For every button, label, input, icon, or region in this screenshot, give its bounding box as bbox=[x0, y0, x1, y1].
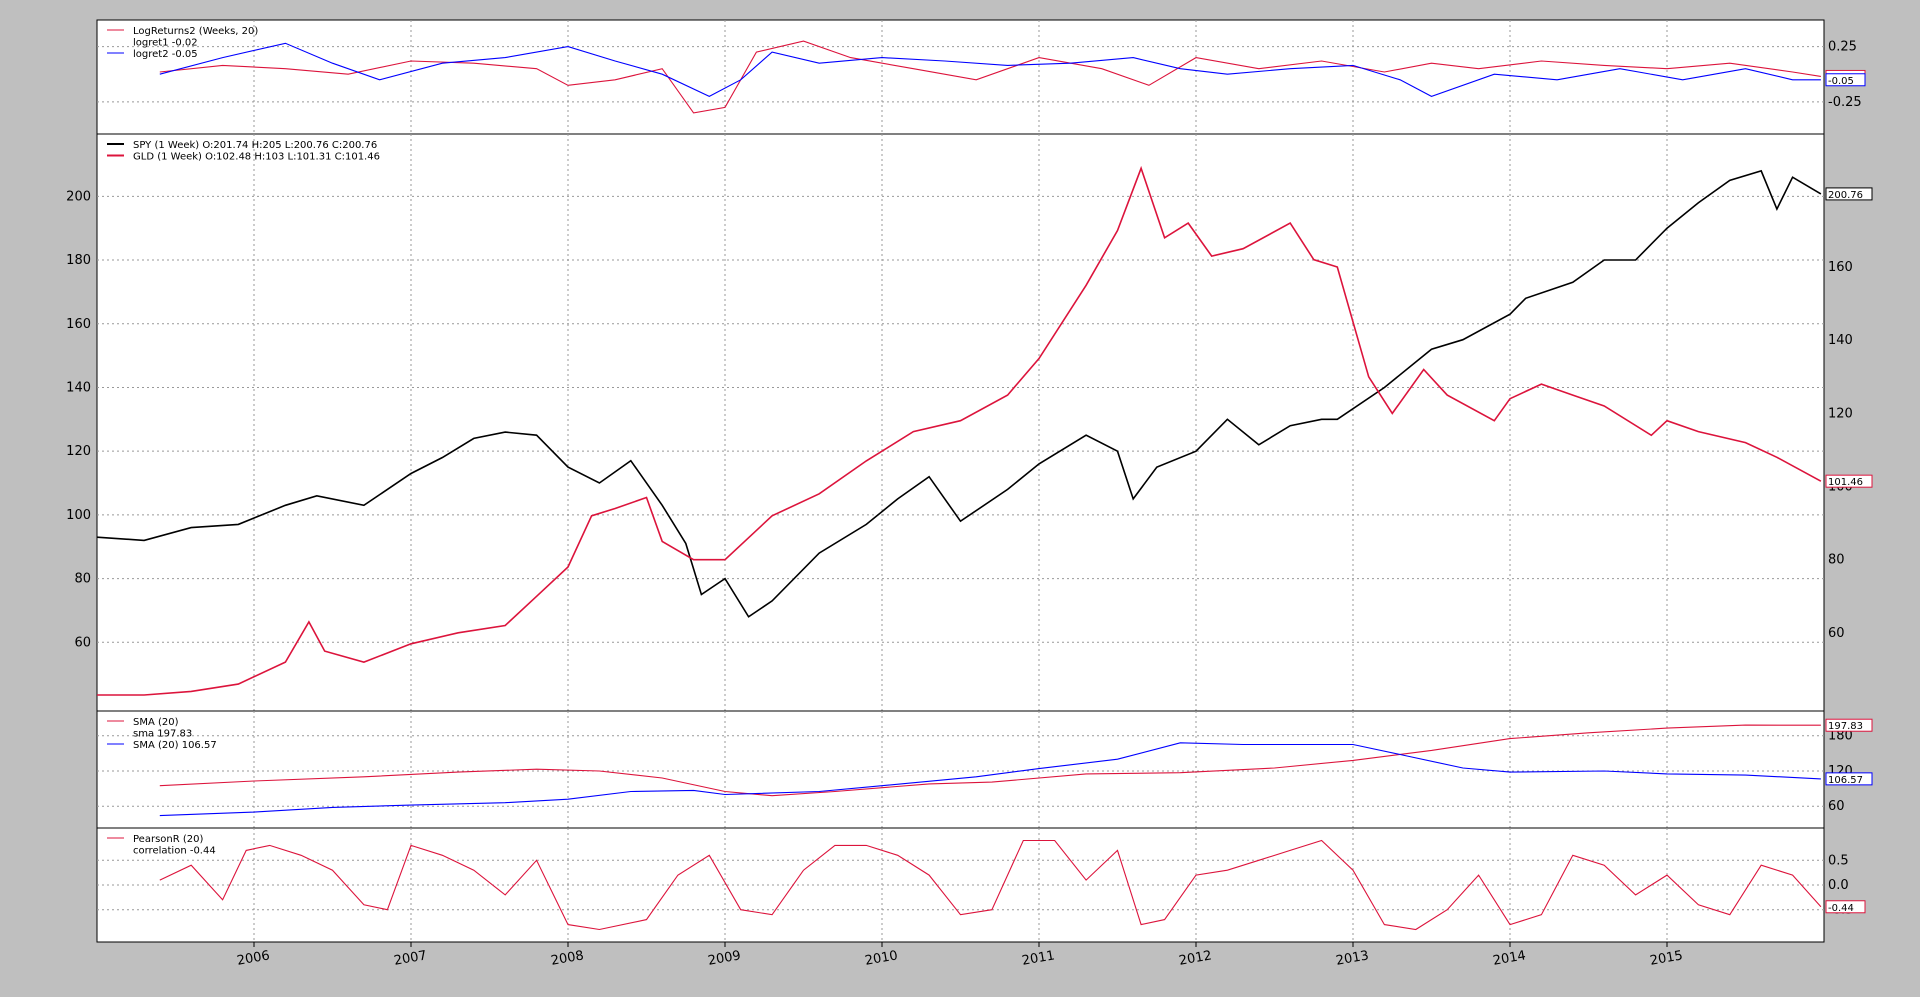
last-value-box bbox=[1825, 718, 1873, 732]
last-value-label: 101.46 bbox=[1828, 477, 1863, 488]
legend-label: logret1 -0.02 bbox=[133, 38, 198, 49]
x-tick-label: 2007 bbox=[393, 948, 428, 969]
series-line-logret2 bbox=[159, 42, 1821, 98]
y-tick-label: 80 bbox=[74, 572, 91, 587]
legend-label: SMA (20) bbox=[133, 717, 179, 728]
x-tick-label: 2015 bbox=[1649, 948, 1684, 969]
last-value-label: 106.57 bbox=[1828, 775, 1863, 786]
x-tick-label: 2012 bbox=[1178, 948, 1213, 969]
series-line-logret1 bbox=[159, 40, 1821, 114]
legend-label: SPY (1 Week) O:201.74 H:205 L:200.76 C:2… bbox=[133, 140, 377, 151]
last-value-label: 197.83 bbox=[1828, 721, 1863, 732]
series-line-gld bbox=[97, 165, 1822, 696]
y-tick-label: 160 bbox=[66, 317, 91, 332]
x-tick-label: 2009 bbox=[707, 948, 742, 969]
panel-prices: 2001801601401201008060180160140120100806… bbox=[66, 133, 1873, 712]
legend-label: sma 197.83 bbox=[133, 729, 192, 740]
y-tick-label: 180 bbox=[1828, 729, 1853, 744]
legend-label: PearsonR (20) bbox=[133, 834, 203, 845]
legend-label: logret2 -0.05 bbox=[133, 49, 198, 60]
x-tick-label: 2010 bbox=[864, 948, 899, 969]
x-tick-label: 2013 bbox=[1335, 948, 1370, 969]
last-value-box bbox=[1825, 900, 1866, 914]
series-line-sma bbox=[159, 724, 1821, 797]
last-value-box bbox=[1825, 474, 1873, 488]
series-line-correlation bbox=[159, 839, 1822, 931]
y-tick-label: 140 bbox=[66, 380, 91, 395]
y-tick-label: 100 bbox=[66, 508, 91, 523]
y-tick-label-right: 120 bbox=[1828, 406, 1853, 421]
legend-label: GLD (1 Week) O:102.48 H:103 L:101.31 C:1… bbox=[133, 152, 380, 163]
y-tick-label: 0.5 bbox=[1828, 853, 1849, 868]
y-tick-label: 180 bbox=[66, 253, 91, 268]
y-tick-label: 60 bbox=[1828, 799, 1845, 814]
panel-frame bbox=[96, 827, 1825, 943]
legend-label: SMA (20) 106.57 bbox=[133, 740, 217, 751]
y-tick-label: 0.0 bbox=[1828, 878, 1849, 893]
series-line-spy bbox=[96, 169, 1822, 618]
y-tick-label: 200 bbox=[66, 189, 91, 204]
x-tick-label: 2006 bbox=[236, 948, 271, 969]
panel-frame bbox=[96, 133, 1825, 712]
last-value-label: 200.76 bbox=[1828, 190, 1863, 201]
last-value-label: -0.44 bbox=[1828, 903, 1854, 914]
y-tick-label-right: 60 bbox=[1828, 626, 1845, 641]
last-value-label: -0.05 bbox=[1828, 76, 1854, 87]
y-tick-label: 0.25 bbox=[1828, 40, 1857, 55]
last-value-box bbox=[1825, 73, 1866, 87]
y-tick-label: -0.25 bbox=[1828, 95, 1862, 110]
x-tick-label: 2008 bbox=[550, 948, 585, 969]
y-tick-label-right: 80 bbox=[1828, 553, 1845, 568]
legend-label: LogReturns2 (Weeks, 20) bbox=[133, 26, 258, 37]
x-tick-label: 2011 bbox=[1021, 948, 1056, 969]
series-line-sma-20- bbox=[159, 742, 1821, 817]
y-tick-label: 60 bbox=[74, 635, 91, 650]
x-tick-label: 2014 bbox=[1492, 948, 1527, 969]
last-value-box bbox=[1825, 772, 1873, 786]
y-tick-label: 120 bbox=[66, 444, 91, 459]
legend-label: correlation -0.44 bbox=[133, 846, 216, 857]
y-tick-label-right: 160 bbox=[1828, 260, 1853, 275]
last-value-box bbox=[1825, 187, 1873, 201]
panel-frame bbox=[96, 710, 1825, 829]
y-tick-label-right: 140 bbox=[1828, 333, 1853, 348]
